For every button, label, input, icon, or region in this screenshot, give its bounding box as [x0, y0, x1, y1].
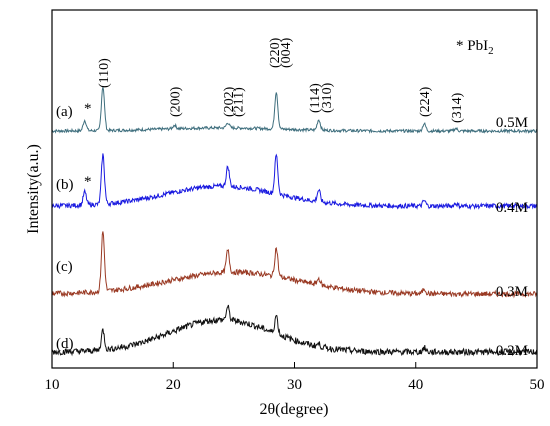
x-tick-label: 40 — [408, 377, 423, 393]
pbi2-note: * PbI2 — [456, 38, 494, 57]
concentration-label: 0.3M — [496, 284, 528, 300]
plot-frame — [51, 9, 538, 369]
pbi2-star-marker: * — [84, 174, 92, 190]
x-tick-label: 30 — [287, 377, 302, 393]
peak-label: (220) — [268, 37, 283, 68]
series-tag: (d) — [56, 336, 74, 352]
concentration-label: 0.4M — [496, 200, 528, 216]
series-tags: (a) * (b) * (c) (d) — [56, 101, 92, 352]
plot-lines — [51, 87, 538, 357]
peak-label: (310) — [320, 82, 335, 113]
peak-label: (200) — [169, 86, 184, 117]
concentration-label: 0.5M — [496, 115, 528, 131]
x-axis-ticks: 10 20 30 40 50 — [45, 362, 545, 393]
peak-label: (004) — [279, 37, 294, 68]
x-tick-label: 10 — [45, 377, 60, 393]
series-tag: (c) — [56, 259, 73, 275]
peak-label: (110) — [97, 58, 112, 88]
y-axis-title: Intensity(a.u.) — [25, 144, 42, 234]
series-line-c — [51, 231, 538, 299]
peak-label: (114) — [308, 83, 323, 113]
peak-labels: (110) (200) (202)(211) (220)(004) (114)(310)… — [97, 37, 465, 123]
concentration-labels: 0.5M 0.4M 0.3M 0.2M — [496, 115, 528, 359]
peak-label: (202) — [222, 86, 237, 117]
series-tag: (b) — [56, 177, 74, 193]
x-tick-label: 20 — [166, 377, 181, 393]
peak-label: (224) — [418, 86, 433, 117]
concentration-label: 0.2M — [496, 343, 528, 359]
peak-label: (211) — [232, 87, 247, 117]
x-tick-label: 50 — [530, 377, 545, 393]
series-line-d — [51, 304, 538, 357]
series-line-a — [51, 87, 538, 135]
pbi2-star-marker: * — [84, 101, 92, 117]
x-axis-title: 2θ(degree) — [260, 401, 329, 418]
peak-label: (314) — [450, 92, 465, 123]
series-tag: (a) — [56, 104, 73, 120]
series-line-b — [51, 153, 538, 211]
